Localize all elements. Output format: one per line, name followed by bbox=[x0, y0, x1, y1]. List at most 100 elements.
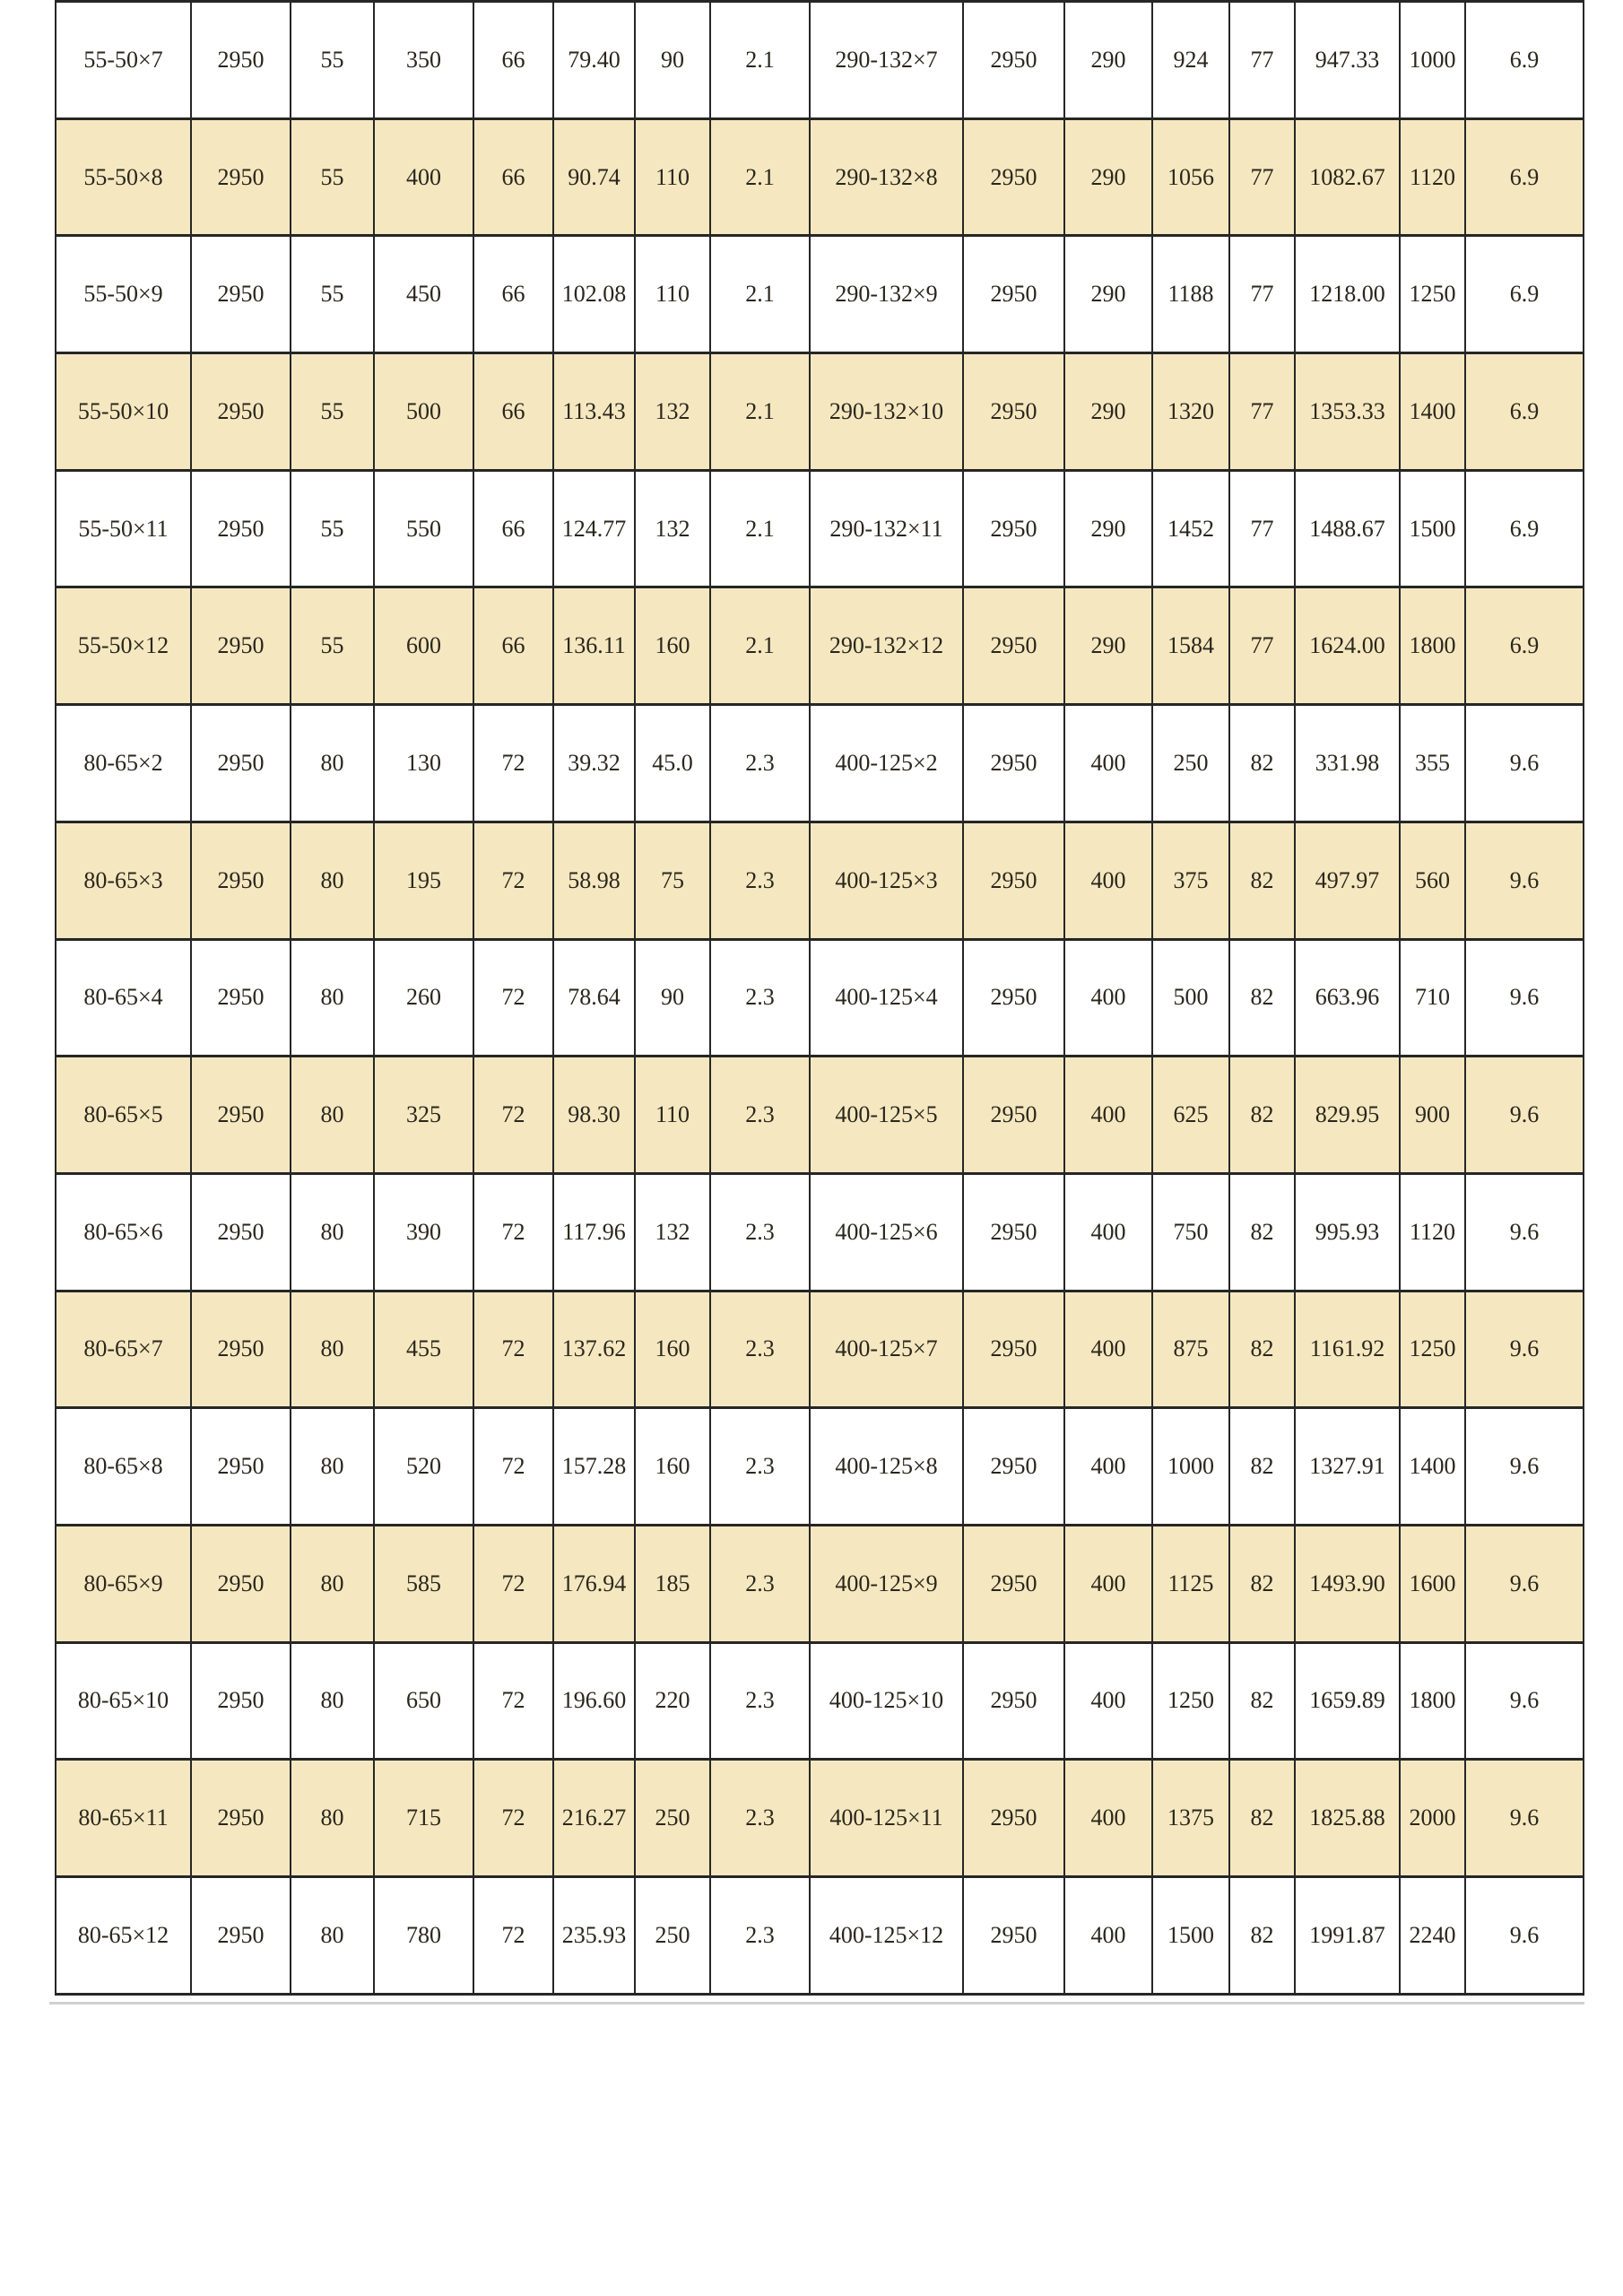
table-cell: 325 bbox=[373, 1055, 474, 1175]
table-cell: 290-132×7 bbox=[809, 0, 964, 120]
table-cell: 390 bbox=[373, 1171, 474, 1292]
table-cell: 1120 bbox=[1399, 1171, 1466, 1292]
table-cell: 331.98 bbox=[1294, 703, 1401, 823]
table-cell: 2950 bbox=[190, 234, 291, 355]
table-cell: 55-50×10 bbox=[55, 352, 192, 472]
table-row: 55-50×9 2950 55 450 66 102.08 110 2.1 290-132×9 2… bbox=[55, 234, 1584, 355]
table-cell: 1120 bbox=[1399, 117, 1466, 238]
table-cell: 875 bbox=[1151, 1289, 1230, 1410]
table-cell: 1250 bbox=[1151, 1640, 1230, 1761]
table-cell: 82 bbox=[1228, 1758, 1296, 1878]
table-cell: 2.3 bbox=[709, 1758, 811, 1878]
table-cell: 78.64 bbox=[552, 937, 636, 1058]
table-cell: 55-50×12 bbox=[55, 586, 192, 707]
table-cell: 66 bbox=[473, 586, 554, 707]
table-cell: 157.28 bbox=[552, 1406, 636, 1526]
table-cell: 2.3 bbox=[709, 1406, 811, 1526]
table-cell: 1161.92 bbox=[1294, 1289, 1401, 1410]
table-row: 80-65×2 2950 80 130 72 39.32 45.0 2.3 400-125×2 2… bbox=[55, 703, 1584, 823]
table-cell: 82 bbox=[1228, 703, 1296, 823]
table-cell: 400-125×4 bbox=[809, 937, 964, 1058]
table-row: 80-65×3 2950 80 195 72 58.98 75 2.3 400-125×3 295… bbox=[55, 820, 1584, 941]
table-cell: 560 bbox=[1399, 820, 1466, 941]
table-cell: 520 bbox=[373, 1406, 474, 1526]
table-cell: 77 bbox=[1228, 117, 1296, 238]
table-cell: 9.6 bbox=[1464, 1289, 1584, 1410]
table-cell: 400 bbox=[1063, 820, 1153, 941]
table-cell: 2950 bbox=[190, 117, 291, 238]
table-cell: 66 bbox=[473, 234, 554, 355]
table-cell: 400 bbox=[1063, 1523, 1153, 1644]
table-cell: 250 bbox=[634, 1875, 711, 1996]
table-cell: 124.77 bbox=[552, 468, 636, 589]
table-row: 80-65×12 2950 80 780 72 235.93 250 2.3 400-125×1… bbox=[55, 1875, 1584, 1996]
table-cell: 2.3 bbox=[709, 820, 811, 941]
table-cell: 75 bbox=[634, 820, 711, 941]
table-cell: 375 bbox=[1151, 820, 1230, 941]
table-cell: 80 bbox=[290, 1640, 375, 1761]
table-cell: 400-125×12 bbox=[809, 1875, 964, 1996]
table-cell: 2950 bbox=[190, 1289, 291, 1410]
table-cell: 2000 bbox=[1399, 1758, 1466, 1878]
table-cell: 77 bbox=[1228, 234, 1296, 355]
table-cell: 2.3 bbox=[709, 1640, 811, 1761]
table-cell: 55 bbox=[290, 0, 375, 120]
table-cell: 290-132×10 bbox=[809, 352, 964, 472]
table-cell: 80-65×5 bbox=[55, 1055, 192, 1175]
table-cell: 400-125×6 bbox=[809, 1171, 964, 1292]
table-cell: 290 bbox=[1063, 468, 1153, 589]
table-cell: 290-132×12 bbox=[809, 586, 964, 707]
table-cell: 750 bbox=[1151, 1171, 1230, 1292]
table-cell: 80-65×9 bbox=[55, 1523, 192, 1644]
table-cell: 80-65×3 bbox=[55, 820, 192, 941]
table-cell: 9.6 bbox=[1464, 937, 1584, 1058]
table-cell: 39.32 bbox=[552, 703, 636, 823]
table-cell: 400 bbox=[1063, 1758, 1153, 1878]
table-cell: 400 bbox=[1063, 1289, 1153, 1410]
table-cell: 2.3 bbox=[709, 1171, 811, 1292]
table-cell: 55 bbox=[290, 586, 375, 707]
table-cell: 82 bbox=[1228, 1523, 1296, 1644]
table-cell: 136.11 bbox=[552, 586, 636, 707]
table-cell: 2950 bbox=[190, 937, 291, 1058]
table-cell: 1488.67 bbox=[1294, 468, 1401, 589]
table-cell: 2.3 bbox=[709, 937, 811, 1058]
table-cell: 924 bbox=[1151, 0, 1230, 120]
table-cell: 663.96 bbox=[1294, 937, 1401, 1058]
table-cell: 497.97 bbox=[1294, 820, 1401, 941]
table-cell: 2.3 bbox=[709, 1055, 811, 1175]
table-cell: 2.3 bbox=[709, 1289, 811, 1410]
table-cell: 400-125×5 bbox=[809, 1055, 964, 1175]
table-cell: 1500 bbox=[1399, 468, 1466, 589]
table-cell: 250 bbox=[1151, 703, 1230, 823]
table-cell: 2.3 bbox=[709, 1875, 811, 1996]
table-cell: 110 bbox=[634, 117, 711, 238]
table-cell: 2950 bbox=[962, 1406, 1065, 1526]
table-cell: 1584 bbox=[1151, 586, 1230, 707]
table-cell: 132 bbox=[634, 1171, 711, 1292]
table-cell: 455 bbox=[373, 1289, 474, 1410]
table-row: 80-65×9 2950 80 585 72 176.94 185 2.3 400-125×9 2… bbox=[55, 1523, 1584, 1644]
table-cell: 2950 bbox=[962, 1758, 1065, 1878]
table-cell: 2950 bbox=[962, 1171, 1065, 1292]
table-cell: 82 bbox=[1228, 937, 1296, 1058]
table-cell: 947.33 bbox=[1294, 0, 1401, 120]
table-cell: 550 bbox=[373, 468, 474, 589]
spec-table-body: 55-50×7 2950 55 350 66 79.40 90 2.1 290-132×7 295… bbox=[55, 0, 1584, 1996]
table-cell: 82 bbox=[1228, 1171, 1296, 1292]
pump-spec-table-wrap: 55-50×7 2950 55 350 66 79.40 90 2.1 290-132×7 295… bbox=[55, 0, 1584, 1996]
table-cell: 1000 bbox=[1151, 1406, 1230, 1526]
table-cell: 72 bbox=[473, 820, 554, 941]
table-cell: 82 bbox=[1228, 1289, 1296, 1410]
table-cell: 1250 bbox=[1399, 1289, 1466, 1410]
table-cell: 400 bbox=[1063, 1406, 1153, 1526]
table-row: 55-50×10 2950 55 500 66 113.43 132 2.1 290-132×1… bbox=[55, 352, 1584, 472]
table-cell: 82 bbox=[1228, 820, 1296, 941]
table-cell: 72 bbox=[473, 1171, 554, 1292]
table-cell: 9.6 bbox=[1464, 1171, 1584, 1292]
table-cell: 72 bbox=[473, 1875, 554, 1996]
table-cell: 80 bbox=[290, 703, 375, 823]
table-cell: 77 bbox=[1228, 468, 1296, 589]
table-cell: 400-125×8 bbox=[809, 1406, 964, 1526]
table-cell: 2950 bbox=[190, 1758, 291, 1878]
